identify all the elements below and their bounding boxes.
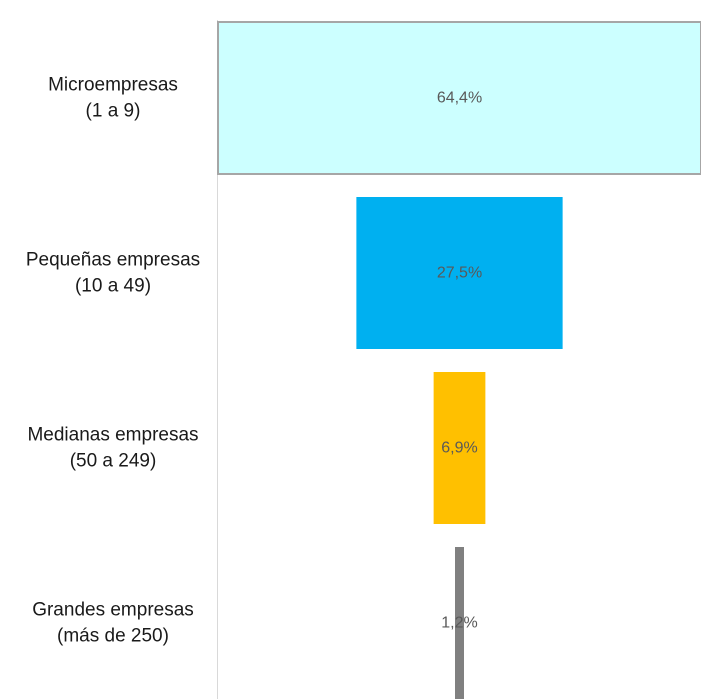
category-label-2: Pequeñas empresas (10 a 49) [26,250,200,297]
category-label-line: (más de 250) [57,626,169,647]
funnel-bar-2 [356,197,563,349]
category-label-line: Grandes empresas [32,600,194,621]
data-labels-group: 64,4% 27,5% 6,9% 1,2% [437,90,482,632]
category-label-line: Medianas empresas [27,425,198,446]
bars-group [217,21,701,699]
category-label-line: Pequeñas empresas [26,250,200,271]
data-label-4: 1,2% [441,615,477,632]
funnel-bar-1 [217,21,701,175]
data-label-2: 27,5% [437,265,482,282]
data-label-3: 6,9% [441,440,477,457]
category-label-line: Microempresas [48,75,178,96]
category-label-3: Medianas empresas (50 a 249) [27,425,198,472]
category-labels-group: Microempresas (1 a 9) Pequeñas empresas (10… [26,75,200,647]
category-label-line: (10 a 49) [75,276,151,297]
category-label-1: Microempresas (1 a 9) [48,75,178,122]
data-label-1: 64,4% [437,90,482,107]
category-label-line: (1 a 9) [86,101,141,122]
category-label-4: Grandes empresas (más de 250) [32,600,194,647]
funnel-bar-4 [455,547,464,699]
category-label-line: (50 a 249) [70,451,157,472]
funnel-bar-3 [433,372,486,524]
